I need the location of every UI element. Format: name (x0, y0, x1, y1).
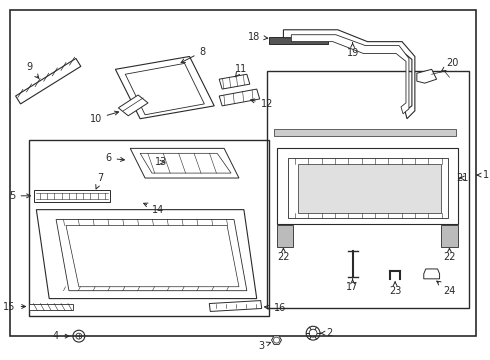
Polygon shape (292, 35, 409, 114)
Text: 8: 8 (181, 46, 205, 63)
Polygon shape (29, 303, 73, 310)
Polygon shape (288, 158, 448, 217)
Text: 16: 16 (265, 303, 286, 314)
Text: 2: 2 (320, 328, 332, 338)
Polygon shape (34, 190, 110, 202)
Polygon shape (276, 225, 294, 247)
Text: 22: 22 (443, 248, 456, 262)
Polygon shape (219, 89, 260, 106)
Text: 6: 6 (105, 153, 124, 163)
Polygon shape (56, 220, 247, 291)
Text: 18: 18 (248, 32, 268, 42)
Text: 11: 11 (235, 64, 247, 77)
Bar (29, 140, 269, 316)
Polygon shape (273, 129, 456, 135)
Text: 15: 15 (3, 302, 25, 311)
Polygon shape (269, 37, 328, 44)
Text: 17: 17 (346, 279, 359, 292)
Polygon shape (140, 153, 231, 173)
Text: 1: 1 (477, 170, 489, 180)
Text: 4: 4 (53, 331, 69, 341)
Polygon shape (36, 210, 257, 298)
Polygon shape (116, 57, 214, 119)
Text: 19: 19 (346, 43, 359, 58)
Text: 12: 12 (250, 99, 273, 109)
Text: 9: 9 (26, 62, 39, 78)
Polygon shape (441, 225, 458, 247)
Polygon shape (125, 63, 204, 115)
Text: 20: 20 (441, 58, 459, 71)
Polygon shape (424, 269, 440, 279)
Bar (267, 71, 469, 309)
Polygon shape (16, 58, 81, 104)
Polygon shape (417, 69, 437, 83)
Polygon shape (271, 336, 281, 345)
Polygon shape (119, 95, 148, 116)
Polygon shape (130, 148, 239, 178)
Polygon shape (276, 148, 458, 225)
Text: 13: 13 (155, 157, 167, 167)
Polygon shape (283, 30, 415, 119)
Text: 14: 14 (144, 203, 164, 215)
Text: 5: 5 (9, 191, 30, 201)
Text: 3: 3 (259, 341, 270, 351)
Text: 22: 22 (277, 248, 290, 262)
Text: 24: 24 (437, 281, 456, 296)
Text: 10: 10 (90, 111, 119, 124)
Polygon shape (209, 301, 262, 311)
Polygon shape (66, 225, 239, 287)
Polygon shape (298, 164, 441, 213)
Text: 23: 23 (389, 282, 401, 296)
Text: 21: 21 (456, 173, 469, 183)
Text: 7: 7 (96, 173, 104, 189)
Polygon shape (219, 74, 250, 89)
